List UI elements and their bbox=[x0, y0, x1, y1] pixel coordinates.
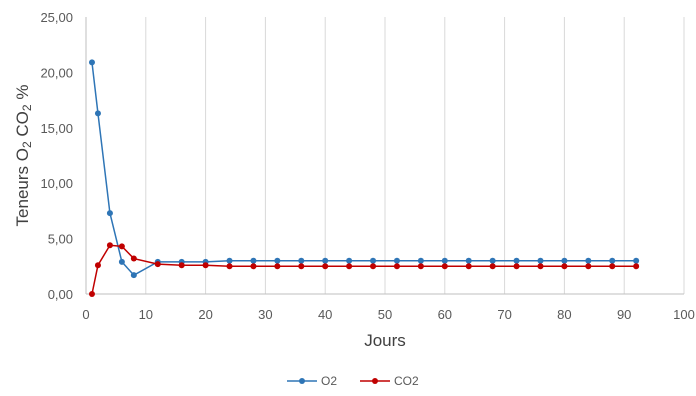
x-tick-label: 70 bbox=[497, 307, 511, 322]
data-point-o2 bbox=[417, 257, 424, 264]
legend-marker-o2 bbox=[299, 378, 305, 384]
data-point-o2 bbox=[609, 257, 616, 264]
y-axis-title-subscript: 2 bbox=[20, 141, 34, 148]
gridlines bbox=[145, 17, 685, 294]
data-point-o2 bbox=[633, 257, 640, 264]
x-axis-title: Jours bbox=[364, 331, 406, 350]
data-point-o2 bbox=[250, 257, 257, 264]
data-point-o2 bbox=[118, 258, 125, 265]
data-point-co2 bbox=[585, 263, 592, 270]
data-point-o2 bbox=[465, 257, 472, 264]
legend-label-o2: O2 bbox=[321, 374, 337, 388]
y-tick-label: 15,00 bbox=[40, 121, 73, 136]
data-point-co2 bbox=[417, 263, 424, 270]
legend: O2 CO2 bbox=[287, 374, 419, 388]
x-tick-label: 0 bbox=[82, 307, 89, 322]
data-point-co2 bbox=[441, 263, 448, 270]
y-tick-label: 0,00 bbox=[48, 287, 73, 302]
x-tick-label: 60 bbox=[438, 307, 452, 322]
y-tick-labels: 0,00 5,00 10,00 15,00 20,00 25,00 bbox=[40, 10, 73, 302]
data-point-co2 bbox=[298, 263, 305, 270]
data-point-o2 bbox=[513, 257, 520, 264]
data-point-co2 bbox=[561, 263, 568, 270]
data-point-o2 bbox=[346, 257, 353, 264]
legend-label-co2: CO2 bbox=[394, 374, 419, 388]
x-tick-label: 10 bbox=[139, 307, 153, 322]
data-point-o2 bbox=[393, 257, 400, 264]
x-tick-label: 80 bbox=[557, 307, 571, 322]
data-point-co2 bbox=[154, 261, 161, 268]
data-point-o2 bbox=[441, 257, 448, 264]
y-axis-title-part: CO bbox=[13, 111, 32, 141]
series-line-o2 bbox=[91, 62, 637, 277]
data-point-o2 bbox=[88, 59, 95, 66]
data-point-o2 bbox=[489, 257, 496, 264]
data-point-co2 bbox=[489, 263, 496, 270]
x-tick-label: 40 bbox=[318, 307, 332, 322]
data-point-co2 bbox=[633, 263, 640, 270]
data-point-co2 bbox=[94, 262, 101, 269]
data-point-co2 bbox=[393, 263, 400, 270]
data-point-co2 bbox=[346, 263, 353, 270]
data-point-o2 bbox=[537, 257, 544, 264]
data-point-o2 bbox=[561, 257, 568, 264]
data-point-co2 bbox=[202, 262, 209, 269]
legend-marker-co2 bbox=[372, 378, 378, 384]
data-point-o2 bbox=[94, 110, 101, 117]
y-axis-title-part: % bbox=[13, 85, 32, 105]
data-point-co2 bbox=[226, 263, 233, 270]
data-point-o2 bbox=[370, 257, 377, 264]
y-axis-title: Teneurs O2 CO2 % bbox=[13, 85, 34, 227]
x-tick-labels: 0 10 20 30 40 50 60 70 80 90 100 bbox=[82, 307, 694, 322]
data-point-co2 bbox=[537, 263, 544, 270]
data-point-co2 bbox=[465, 263, 472, 270]
data-point-co2 bbox=[250, 263, 257, 270]
x-tick-label: 90 bbox=[617, 307, 631, 322]
series-group bbox=[88, 59, 640, 297]
data-point-o2 bbox=[274, 257, 281, 264]
y-axis-title-part: Teneurs O bbox=[13, 148, 32, 226]
data-point-o2 bbox=[130, 272, 137, 279]
data-point-co2 bbox=[274, 263, 281, 270]
y-axis-title-subscript: 2 bbox=[20, 104, 34, 111]
data-point-co2 bbox=[118, 243, 125, 250]
data-point-co2 bbox=[513, 263, 520, 270]
axes bbox=[85, 17, 684, 295]
x-tick-label: 50 bbox=[378, 307, 392, 322]
data-point-o2 bbox=[585, 257, 592, 264]
data-point-o2 bbox=[226, 257, 233, 264]
data-point-co2 bbox=[88, 291, 95, 297]
data-point-co2 bbox=[106, 242, 113, 249]
data-point-o2 bbox=[106, 210, 113, 217]
x-tick-label: 30 bbox=[258, 307, 272, 322]
x-tick-label: 20 bbox=[198, 307, 212, 322]
data-point-co2 bbox=[609, 263, 616, 270]
x-tick-label: 100 bbox=[673, 307, 695, 322]
data-point-co2 bbox=[322, 263, 329, 270]
data-point-co2 bbox=[130, 255, 137, 262]
data-point-co2 bbox=[370, 263, 377, 270]
data-point-o2 bbox=[322, 257, 329, 264]
data-point-o2 bbox=[298, 257, 305, 264]
y-tick-label: 25,00 bbox=[40, 10, 73, 25]
series-line-co2 bbox=[91, 244, 637, 295]
data-point-co2 bbox=[178, 262, 185, 269]
y-tick-label: 10,00 bbox=[40, 176, 73, 191]
y-tick-label: 20,00 bbox=[40, 65, 73, 80]
y-tick-label: 5,00 bbox=[48, 232, 73, 247]
